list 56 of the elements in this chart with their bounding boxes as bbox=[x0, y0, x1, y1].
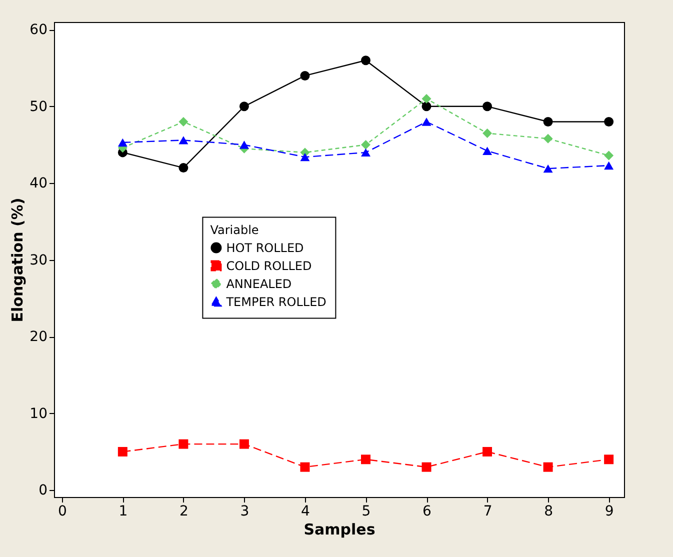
x-tick-label: 1 bbox=[118, 504, 128, 520]
point bbox=[118, 138, 128, 147]
x-tick-label: 2 bbox=[179, 504, 188, 520]
point bbox=[360, 140, 370, 150]
point bbox=[422, 102, 432, 112]
y-axis-title: Elongation (%) bbox=[8, 198, 27, 322]
point bbox=[604, 454, 614, 464]
x-tick-label: 5 bbox=[362, 504, 371, 520]
point bbox=[300, 462, 310, 472]
legend-title: Variable bbox=[210, 222, 259, 237]
point bbox=[604, 161, 614, 170]
y-tick-label: 10 bbox=[30, 406, 48, 422]
legend-label: TEMPER ROLLED bbox=[225, 294, 326, 309]
legend-label: HOT ROLLED bbox=[226, 240, 304, 255]
point bbox=[543, 117, 553, 126]
point bbox=[422, 118, 432, 126]
x-tick-label: 9 bbox=[604, 504, 614, 520]
x-tick-label: 8 bbox=[544, 504, 553, 520]
point bbox=[482, 446, 492, 456]
x-tick-label: 7 bbox=[483, 504, 492, 520]
point bbox=[239, 439, 249, 449]
y-tick-label: 40 bbox=[30, 176, 48, 192]
point bbox=[604, 150, 614, 160]
y-tick-label: 20 bbox=[30, 329, 48, 346]
point bbox=[239, 140, 249, 149]
point bbox=[300, 70, 310, 80]
point bbox=[543, 164, 553, 173]
y-tick-label: 30 bbox=[30, 252, 48, 268]
y-tick-label: 60 bbox=[30, 22, 48, 38]
point bbox=[360, 454, 370, 464]
point bbox=[543, 134, 553, 144]
point bbox=[300, 152, 310, 162]
point bbox=[178, 117, 188, 126]
point bbox=[239, 102, 249, 112]
point bbox=[482, 102, 492, 112]
x-tick-label: 6 bbox=[422, 504, 432, 520]
x-tick-label: 4 bbox=[301, 504, 310, 520]
point bbox=[422, 94, 432, 104]
y-tick-label: 50 bbox=[30, 98, 48, 115]
point bbox=[422, 462, 432, 472]
legend-label: COLD ROLLED bbox=[226, 258, 312, 273]
point bbox=[604, 117, 614, 126]
point bbox=[360, 148, 370, 157]
point bbox=[178, 163, 188, 173]
point bbox=[360, 56, 370, 66]
x-tick-label: 3 bbox=[240, 504, 250, 520]
point bbox=[482, 146, 492, 156]
point bbox=[178, 136, 188, 144]
point bbox=[543, 462, 553, 472]
point bbox=[482, 128, 492, 138]
point bbox=[118, 446, 128, 456]
x-tick-label: 0 bbox=[58, 504, 67, 520]
y-tick-label: 0 bbox=[38, 482, 48, 499]
legend-label: ANNEALED bbox=[226, 276, 292, 291]
x-axis-title: Samples bbox=[304, 520, 376, 538]
point bbox=[178, 439, 188, 449]
